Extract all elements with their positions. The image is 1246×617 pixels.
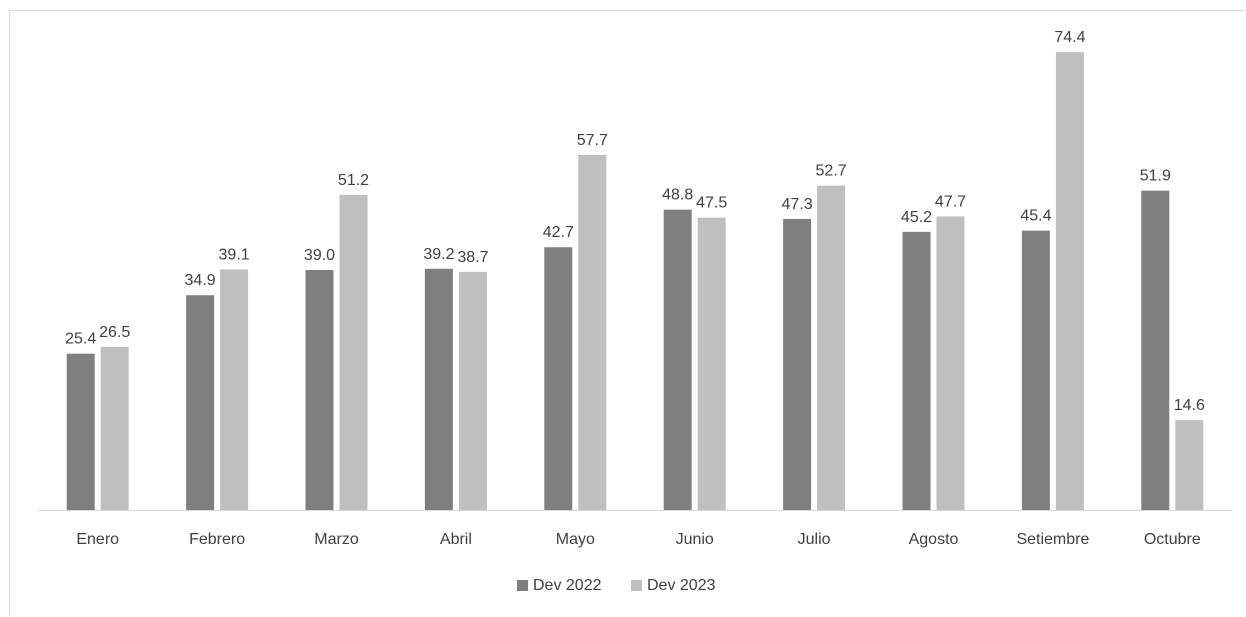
x-tick-label: Enero [76, 531, 119, 548]
bar-dev-2023-junio [698, 218, 726, 510]
x-tick-label: Octubre [1144, 531, 1201, 548]
bar-dev-2022-abril [425, 269, 453, 510]
data-label: 26.5 [99, 324, 130, 341]
data-label: 39.1 [219, 246, 250, 263]
data-label: 39.2 [423, 246, 454, 263]
x-tick-label: Marzo [314, 531, 359, 548]
data-label: 51.2 [338, 172, 369, 189]
legend-label: Dev 2023 [647, 577, 716, 594]
bar-dev-2022-febrero [186, 295, 214, 510]
data-label: 51.9 [1140, 168, 1171, 185]
data-label: 34.9 [185, 272, 216, 289]
data-label: 25.4 [65, 331, 96, 348]
bar-dev-2023-agosto [937, 216, 965, 510]
x-tick-label: Agosto [909, 531, 959, 548]
bar-dev-2023-abril [459, 272, 487, 510]
data-label: 57.7 [577, 132, 608, 149]
data-label: 38.7 [457, 249, 488, 266]
x-tick-label: Julio [798, 531, 831, 548]
data-label: 14.6 [1174, 397, 1205, 414]
data-label: 42.7 [543, 224, 574, 241]
bar-dev-2023-marzo [340, 195, 368, 510]
data-label: 45.4 [1020, 208, 1051, 225]
bar-dev-2023-octubre [1175, 420, 1203, 510]
bar-dev-2023-febrero [220, 269, 248, 510]
bar-dev-2023-mayo [578, 155, 606, 510]
bar-dev-2022-junio [664, 210, 692, 510]
bar-dev-2022-octubre [1141, 191, 1169, 510]
x-tick-label: Febrero [189, 531, 245, 548]
data-label: 52.7 [816, 163, 847, 180]
data-label: 47.5 [696, 195, 727, 212]
legend-swatch [631, 580, 642, 591]
data-label: 45.2 [901, 209, 932, 226]
bar-dev-2022-marzo [306, 270, 334, 510]
legend-swatch [517, 580, 528, 591]
x-tick-labels: Enero Febrero Marzo Abril Mayo Junio Julio Agos… [76, 531, 1201, 548]
bar-dev-2022-mayo [544, 247, 572, 510]
data-label: 74.4 [1054, 29, 1085, 46]
bar-dev-2022-setiembre [1022, 231, 1050, 510]
bar-dev-2023-setiembre [1056, 52, 1084, 510]
bar-dev-2023-julio [817, 186, 845, 510]
bar-dev-2022-julio [783, 219, 811, 510]
bar-dev-2022-enero [67, 354, 95, 510]
data-label: 47.3 [782, 196, 813, 213]
x-tick-label: Setiembre [1016, 531, 1089, 548]
x-tick-label: Mayo [556, 531, 595, 548]
legend-label: Dev 2022 [533, 577, 602, 594]
data-label: 48.8 [662, 187, 693, 204]
legend: Dev 2022 Dev 2023 [517, 577, 716, 594]
bar-dev-2022-agosto [903, 232, 931, 510]
data-label: 39.0 [304, 247, 335, 264]
data-label: 47.7 [935, 193, 966, 210]
bar-dev-2023-enero [101, 347, 129, 510]
bars-layer [67, 52, 1204, 510]
x-tick-label: Abril [440, 531, 472, 548]
x-tick-label: Junio [676, 531, 714, 548]
